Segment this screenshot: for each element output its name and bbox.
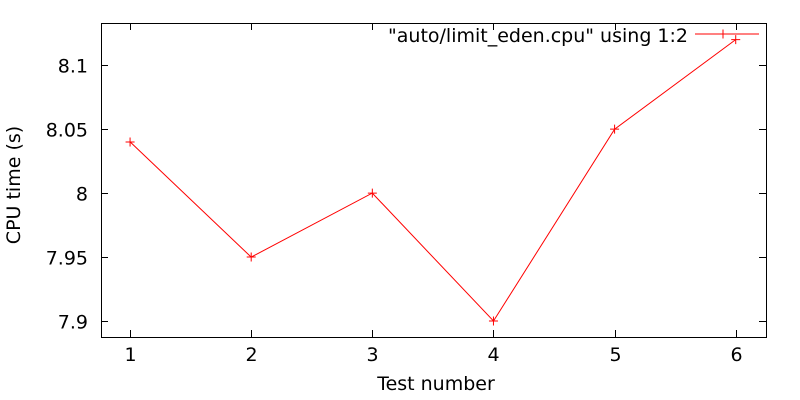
data-point-marker (731, 35, 741, 45)
data-point-marker (488, 316, 498, 326)
legend-marker-sample (718, 29, 728, 39)
series-layer (125, 35, 741, 326)
x-tick-label: 6 (730, 344, 742, 366)
x-tick-label: 5 (609, 344, 621, 366)
data-point-marker (246, 252, 256, 262)
y-tick-label: 8.05 (46, 120, 88, 142)
y-tick-label: 7.95 (46, 248, 88, 270)
data-point-marker (125, 137, 135, 147)
data-line (129, 39, 736, 322)
y-tick-label: 7.9 (58, 312, 88, 334)
y-axis-title: CPU time (s) (3, 126, 25, 244)
axes-layer: 1 2 3 4 5 6 7.9 7.95 8 8.05 8.1 (46, 23, 767, 366)
data-point-marker (367, 188, 377, 198)
x-tick-label: 2 (245, 344, 257, 366)
data-point-marker (610, 124, 620, 134)
x-tick-label: 4 (487, 344, 499, 366)
y-tick-label: 8 (76, 184, 88, 206)
x-tick-label: 1 (124, 344, 136, 366)
x-axis-title: Test number (376, 373, 495, 395)
legend-label: "auto/limit_eden.cpu" using 1:2 (388, 25, 688, 47)
x-tick-label: 3 (366, 344, 378, 366)
y-tick-label: 8.1 (58, 56, 88, 78)
legend-sample-layer (695, 29, 759, 39)
plot-border (101, 23, 767, 338)
